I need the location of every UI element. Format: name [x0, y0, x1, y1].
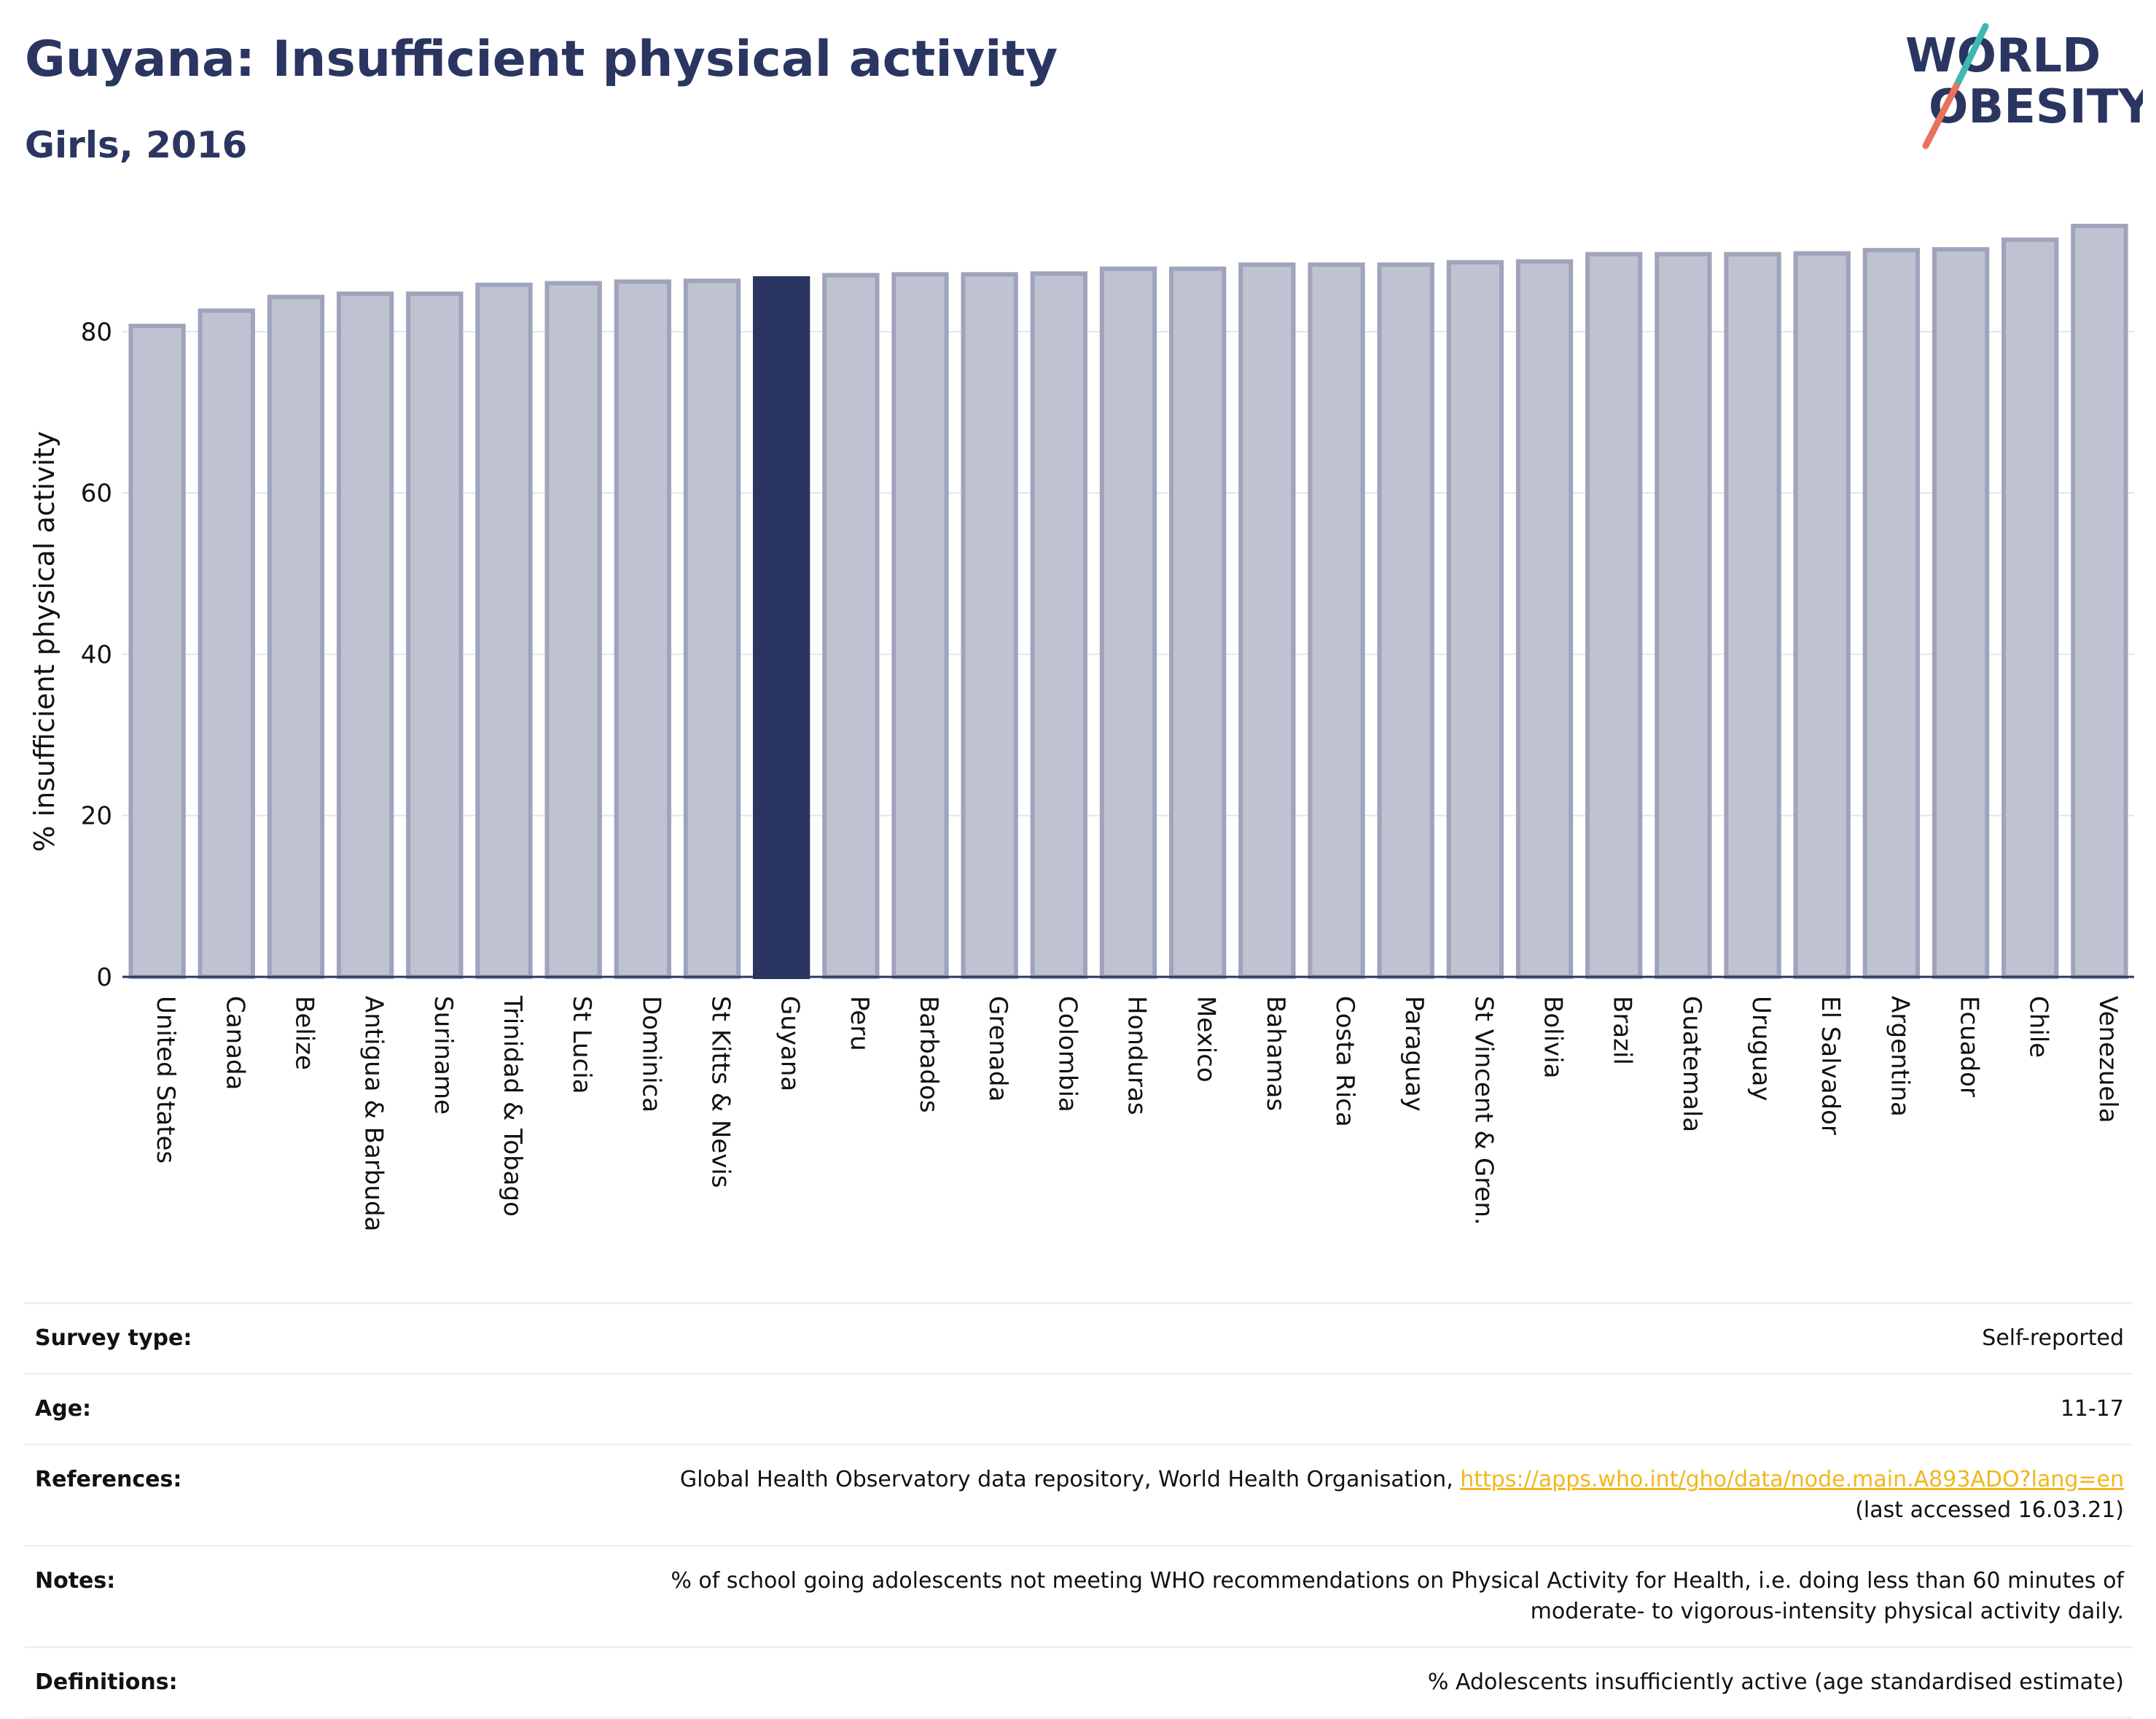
chart-subtitle: Girls, 2016: [25, 124, 248, 166]
x-tick-label: Ecuador: [1955, 996, 1984, 1097]
age-value: 11-17: [2060, 1396, 2124, 1422]
info-row-survey-type: Survey type: Self-reported: [25, 1302, 2133, 1373]
x-tick-label: Argentina: [1885, 996, 1914, 1117]
info-row-age: Age: 11-17: [25, 1373, 2133, 1443]
x-tick-label: Costa Rica: [1330, 996, 1359, 1127]
y-tick-label: 40: [81, 640, 112, 669]
bar-st-lucia: [544, 281, 602, 980]
x-tick-label: Bahamas: [1261, 996, 1290, 1111]
references-text: Global Health Observatory data repositor…: [679, 1467, 1461, 1492]
x-tick-label: Mexico: [1192, 996, 1221, 1083]
bar-chile: [2001, 237, 2059, 980]
world-obesity-logo: WORLD OBESITY: [1905, 23, 2143, 149]
bars: [128, 223, 2128, 980]
x-tick-label: Barbados: [914, 996, 943, 1113]
notes-label: Notes:: [35, 1568, 116, 1594]
bar-st-kitts-nevis: [683, 278, 741, 980]
logo-slash-red: [1922, 82, 1960, 149]
logo-slash-teal: [1953, 23, 1989, 90]
bar-uruguay: [1724, 252, 1781, 979]
bar-peru: [822, 273, 880, 979]
x-tick-label: Antigua & Barbuda: [359, 996, 388, 1231]
x-tick-label: El Salvador: [1816, 996, 1845, 1135]
info-row-notes: Notes: % of school going adolescents not…: [25, 1545, 2133, 1646]
survey-type-value: Self-reported: [1982, 1325, 2124, 1351]
bar-ecuador: [1932, 247, 1990, 979]
bar-belize: [267, 295, 325, 979]
x-tick-label: Venezuela: [2093, 996, 2122, 1123]
bar-argentina: [1862, 248, 1921, 979]
y-axis-label: % insufficient physical activity: [28, 431, 60, 851]
x-tick-label: Honduras: [1122, 996, 1152, 1115]
info-table: Survey type: Self-reported Age: 11-17 Re…: [25, 1302, 2133, 1719]
bar-paraguay: [1377, 262, 1434, 979]
bar-trinidad-tobago: [475, 282, 533, 980]
bar-mexico: [1169, 266, 1227, 979]
x-tick-labels: United States Canada Belize Antigua & Barbu…: [151, 995, 2122, 1231]
bar-bahamas: [1238, 262, 1296, 979]
x-tick-label: Chile: [2024, 996, 2053, 1058]
bar-barbados: [891, 272, 949, 979]
bar-dominica: [614, 279, 671, 980]
bar-bolivia: [1515, 259, 1574, 979]
x-tick-label: Grenada: [983, 996, 1012, 1102]
x-tick-label: Colombia: [1052, 996, 1082, 1112]
bar-united-states: [128, 324, 186, 979]
bar-grenada: [961, 272, 1018, 979]
notes-line2: moderate- to vigorous-intensity physical…: [1530, 1599, 2124, 1624]
y-tick-label: 20: [81, 802, 112, 831]
bar-costa-rica: [1308, 262, 1365, 979]
logo-line2: OBESITY: [1929, 80, 2143, 134]
y-tick-label: 60: [81, 479, 112, 508]
references-accessed: (last accessed 16.03.21): [1855, 1497, 2124, 1523]
x-tick-label: Guatemala: [1677, 996, 1706, 1132]
x-tick-label: Brazil: [1608, 996, 1637, 1065]
x-tick-label: Suriname: [429, 996, 458, 1115]
bar-venezuela: [2071, 223, 2128, 980]
age-label: Age:: [35, 1396, 92, 1422]
bar-guyana: [752, 276, 811, 980]
y-tick-label: 80: [81, 318, 112, 347]
bar-st-vincent-gren: [1446, 260, 1504, 979]
x-tick-label: Paraguay: [1399, 996, 1429, 1112]
bar-antigua-barbuda: [336, 291, 394, 979]
bar-el-salvador: [1793, 251, 1851, 979]
notes-value: % of school going adolescents not meetin…: [671, 1566, 2124, 1627]
bar-colombia: [1030, 271, 1087, 979]
info-row-definitions: Definitions: % Adolescents insufficientl…: [25, 1646, 2133, 1719]
x-tick-label: Trinidad & Tobago: [498, 995, 527, 1217]
bar-suriname: [406, 291, 464, 979]
chart-title: Guyana: Insufficient physical activity: [25, 31, 1058, 88]
x-tick-label: Canada: [220, 996, 249, 1090]
definitions-value: % Adolescents insufficiently active (age…: [1427, 1669, 2124, 1695]
notes-line1: % of school going adolescents not meetin…: [671, 1568, 2124, 1594]
bar-brazil: [1585, 252, 1643, 979]
x-tick-label: Dominica: [636, 996, 665, 1112]
y-tick-labels: 0 20 40 60 80: [81, 318, 112, 992]
y-tick-label: 0: [96, 963, 112, 992]
x-tick-label: United States: [151, 996, 180, 1163]
x-tick-label: St Kitts & Nevis: [706, 996, 735, 1188]
info-row-references: References: Global Health Observatory da…: [25, 1443, 2133, 1545]
x-tick-label: St Lucia: [567, 996, 596, 1094]
bar-honduras: [1099, 266, 1157, 979]
references-label: References:: [35, 1467, 182, 1492]
x-tick-label: Uruguay: [1746, 996, 1776, 1102]
x-tick-label: Belize: [289, 996, 319, 1070]
definitions-label: Definitions:: [35, 1669, 178, 1695]
survey-type-label: Survey type:: [35, 1325, 192, 1351]
logo-line1: WORLD: [1905, 29, 2101, 83]
bar-canada: [198, 308, 255, 979]
x-tick-label: Peru: [845, 996, 874, 1051]
bar-chart: 0 20 40 60 80 United States Canada Belize Antig…: [28, 223, 2134, 1231]
x-tick-label: Guyana: [776, 996, 805, 1091]
x-tick-label: Bolivia: [1539, 996, 1568, 1078]
x-tick-label: St Vincent & Gren.: [1469, 996, 1498, 1225]
references-value: Global Health Observatory data repositor…: [680, 1465, 2124, 1526]
references-link[interactable]: https://apps.who.int/gho/data/node.main.…: [1460, 1467, 2124, 1492]
bar-guatemala: [1655, 252, 1712, 979]
